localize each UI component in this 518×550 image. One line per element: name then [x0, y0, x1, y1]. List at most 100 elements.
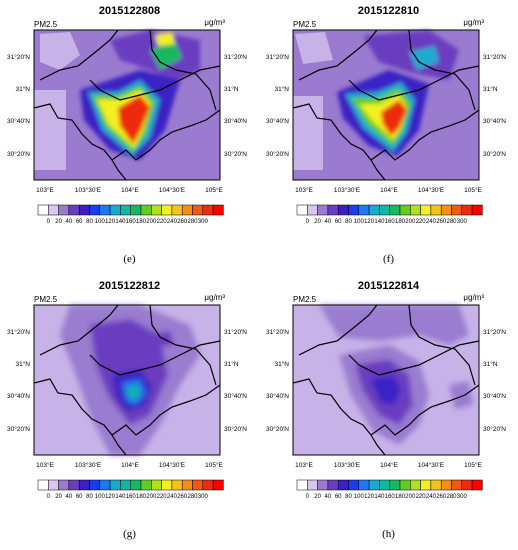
colorbar-swatch — [410, 479, 421, 491]
colorbar-swatch — [430, 479, 442, 491]
colorbar-tick-label: 100 — [95, 219, 106, 225]
colorbar-swatch — [337, 204, 349, 216]
colorbar-swatch — [37, 204, 49, 216]
colorbar-tick-label: 80 — [345, 219, 352, 225]
svg-text:31°N: 31°N — [274, 85, 289, 93]
colorbar-tick-label: 140 — [115, 219, 126, 225]
colorbar-swatch — [181, 479, 193, 491]
svg-text:31°N: 31°N — [15, 85, 30, 93]
colorbar-swatch — [307, 479, 318, 491]
colorbar-swatch — [212, 479, 224, 491]
colorbar-swatch — [68, 479, 80, 491]
colorbar-tick-label: 300 — [457, 219, 468, 225]
colorbar-swatch — [451, 479, 463, 491]
svg-text:30°40'N: 30°40'N — [266, 392, 289, 400]
colorbar-swatch — [348, 479, 360, 491]
variable-label: PM2.5 — [293, 295, 317, 304]
lat-labels-right: 31°20'N 31°N 30°40'N 30°20'N — [224, 328, 247, 433]
colorbar-swatch — [430, 204, 442, 216]
colorbar-swatch — [99, 204, 111, 216]
colorbar-swatch — [461, 204, 473, 216]
svg-text:30°40'N: 30°40'N — [7, 392, 30, 400]
colorbar-swatch — [399, 479, 411, 491]
colorbar-tick-label: 200 — [146, 494, 157, 500]
svg-text:31°20'N: 31°20'N — [7, 328, 30, 336]
svg-text:104°30'E: 104°30'E — [159, 461, 186, 469]
panel-h: 2015122814 PM2.5 μg/m³ 31°20'N — [259, 275, 518, 550]
map-area — [292, 29, 480, 181]
svg-text:31°N: 31°N — [483, 85, 498, 93]
colorbar-swatch — [68, 204, 80, 216]
lat-labels-right: 31°20'N 31°N 30°40'N 30°20'N — [483, 328, 506, 433]
svg-text:30°40'N: 30°40'N — [266, 117, 289, 125]
colorbar-swatch — [399, 204, 411, 216]
colorbar-swatch — [58, 204, 70, 216]
svg-text:31°N: 31°N — [15, 360, 30, 368]
colorbar-swatch — [307, 204, 318, 216]
colorbar-tick-label: 20 — [55, 494, 62, 500]
colorbar-swatch — [161, 204, 173, 216]
colorbar-tick-label: 260 — [177, 219, 188, 225]
colorbar-tick-label: 200 — [405, 494, 416, 500]
colorbar-swatch — [58, 479, 70, 491]
colorbar-swatch — [471, 204, 483, 216]
svg-text:31°N: 31°N — [224, 85, 239, 93]
colorbar-swatch — [358, 479, 370, 491]
colorbar-tick-label: 180 — [136, 219, 147, 225]
panel-caption: (h) — [382, 528, 395, 540]
variable-label: PM2.5 — [34, 295, 58, 304]
colorbar-tick-label: 220 — [157, 494, 168, 500]
colorbar-tick-label: 280 — [187, 219, 198, 225]
colorbar-tick-label: 260 — [177, 494, 188, 500]
colorbar-tick-label: 120 — [105, 494, 116, 500]
colorbar-tick-label: 100 — [95, 494, 106, 500]
colorbar-swatch — [461, 479, 473, 491]
colorbar-tick-label: 180 — [395, 494, 406, 500]
lon-labels: 103°E 103°30'E 104°E 104°30'E 105°E — [295, 461, 482, 469]
svg-text:103°30'E: 103°30'E — [334, 186, 361, 194]
colorbar-swatch — [37, 479, 49, 491]
lat-labels-right: 31°20'N 31°N 30°40'N 30°20'N — [224, 53, 247, 158]
colorbar-tick-label: 280 — [446, 494, 457, 500]
colorbar-swatch — [202, 204, 214, 216]
county-boundaries — [33, 29, 221, 181]
colorbar-tick-label: 160 — [385, 494, 396, 500]
colorbar-swatch — [471, 479, 483, 491]
colorbar-tick-label: 0 — [47, 494, 51, 500]
lon-labels: 103°E 103°30'E 104°E 104°30'E 105°E — [295, 186, 482, 194]
county-boundaries — [292, 29, 480, 181]
panel-f: 2015122810 PM2.5 μg/m³ — [259, 0, 518, 275]
colorbar: 0 20 40 60 80 100 120 140 160 180 200 220 240 260 280 3… — [296, 479, 483, 500]
colorbar-tick-label: 300 — [198, 219, 209, 225]
colorbar-swatch — [440, 479, 452, 491]
colorbar-tick-label: 40 — [325, 219, 332, 225]
panel-g: 2015122812 PM2.5 μg/m³ — [0, 275, 259, 550]
svg-text:105°E: 105°E — [205, 461, 223, 469]
colorbar-swatch — [389, 204, 401, 216]
colorbar-tick-label: 200 — [405, 219, 416, 225]
colorbar-swatch — [140, 479, 152, 491]
colorbar-tick-label: 0 — [306, 219, 310, 225]
colorbar-swatch — [181, 204, 193, 216]
svg-text:30°40'N: 30°40'N — [224, 392, 247, 400]
colorbar-tick-label: 20 — [314, 494, 321, 500]
panel-caption: (g) — [123, 528, 136, 540]
lat-labels-left: 31°20'N 31°N 30°40'N 30°20'N — [7, 53, 30, 158]
svg-text:30°40'N: 30°40'N — [483, 392, 506, 400]
colorbar-swatch — [130, 204, 142, 216]
svg-text:104°E: 104°E — [121, 461, 139, 469]
panel-title: 2015122810 — [357, 5, 420, 17]
panel-title: 2015122812 — [98, 280, 161, 292]
svg-text:103°30'E: 103°30'E — [75, 186, 102, 194]
svg-text:104°30'E: 104°30'E — [159, 186, 186, 194]
colorbar-tick-label: 60 — [76, 494, 83, 500]
colorbar-swatch — [420, 204, 432, 216]
colorbar-swatch — [337, 479, 349, 491]
unit-label: μg/m³ — [463, 18, 484, 27]
colorbar: 0 20 40 60 80 100 120 140 160 180 200 220 240 260 280 3… — [37, 479, 224, 500]
svg-text:104°30'E: 104°30'E — [418, 186, 445, 194]
colorbar-tick-label: 180 — [395, 219, 406, 225]
svg-text:30°20'N: 30°20'N — [266, 425, 289, 433]
colorbar-swatch — [317, 479, 329, 491]
colorbar-tick-label: 140 — [115, 494, 126, 500]
